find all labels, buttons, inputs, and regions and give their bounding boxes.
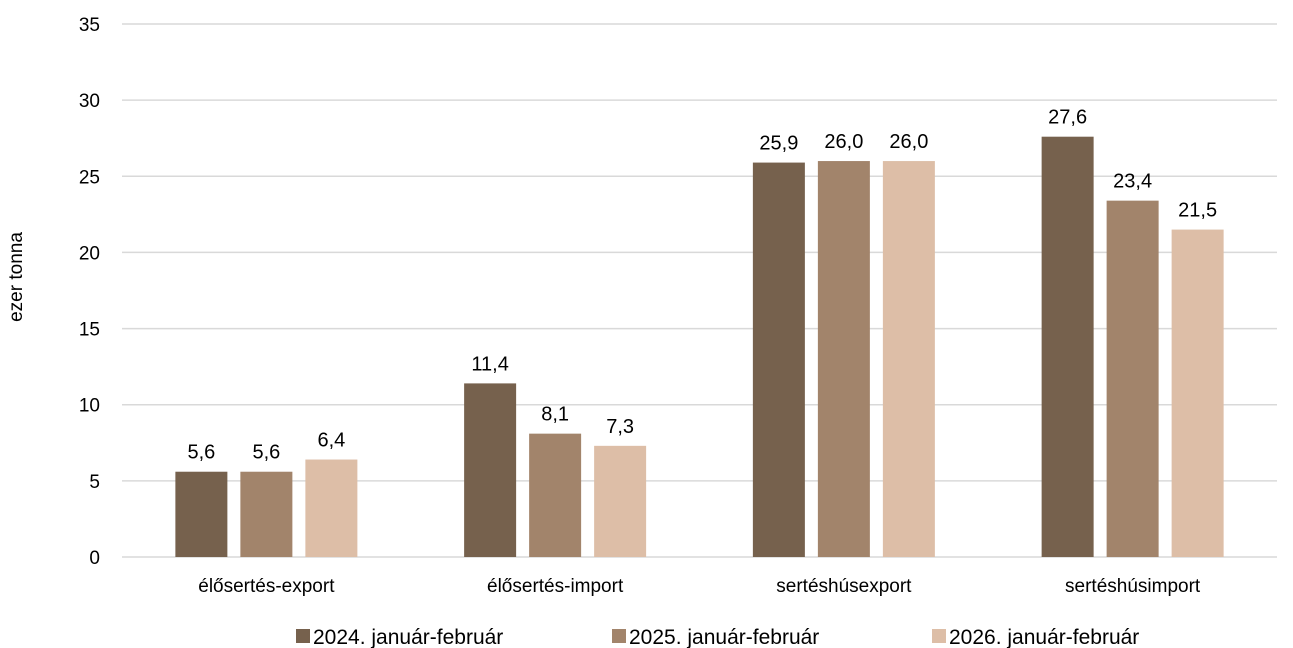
legend-label: 2025. január-február: [629, 626, 819, 648]
legend-swatch: [932, 629, 946, 643]
data-label: 6,4: [317, 430, 345, 452]
bar: [817, 161, 870, 558]
y-tick-label: 10: [79, 396, 100, 417]
data-label: 26,0: [824, 131, 863, 153]
data-label: 27,6: [1048, 107, 1087, 129]
legend-label: 2026. január-február: [949, 626, 1139, 648]
data-label: 7,3: [606, 416, 634, 438]
y-tick-label: 20: [79, 243, 100, 264]
x-category-label: élősertés-import: [487, 576, 624, 597]
y-tick-label: 5: [89, 472, 100, 493]
data-label: 25,9: [759, 133, 798, 155]
data-label: 21,5: [1178, 200, 1217, 222]
bar: [240, 471, 293, 557]
x-category-label: sertéshúsexport: [776, 576, 912, 597]
bar: [882, 161, 935, 558]
bar: [175, 471, 228, 557]
y-tick-label: 35: [79, 15, 100, 36]
y-axis-label: ezer tonna: [6, 232, 27, 322]
x-axis-categories: élősertés-export élősertés-import sertéshú…: [198, 576, 1201, 597]
bars: [175, 136, 1224, 558]
y-tick-label: 25: [79, 167, 100, 188]
data-label: 5,6: [252, 442, 280, 464]
bar: [464, 383, 517, 557]
y-tick-label: 15: [79, 320, 100, 341]
bar: [1041, 136, 1094, 558]
data-label: 26,0: [889, 131, 928, 153]
legend-item: 2026. január-február: [932, 626, 1139, 648]
legend-item: 2024. január-február: [296, 626, 503, 648]
bar: [1106, 200, 1159, 557]
legend: 2024. január-február 2025. január-február…: [296, 626, 1139, 648]
bar: [529, 433, 582, 557]
legend-swatch: [296, 629, 310, 643]
x-category-label: élősertés-export: [198, 576, 335, 597]
bar: [1171, 229, 1224, 558]
y-tick-label: 30: [79, 91, 100, 112]
bar: [752, 162, 805, 557]
legend-swatch: [612, 629, 626, 643]
bar: [594, 445, 647, 557]
legend-label: 2024. január-február: [313, 626, 503, 648]
legend-item: 2025. január-február: [612, 626, 819, 648]
y-axis-ticks: 0 5 10 15 20 25 30 35: [79, 15, 100, 569]
y-tick-label: 0: [89, 548, 100, 569]
x-category-label: sertéshúsimport: [1065, 576, 1201, 597]
gridlines: [122, 23, 1277, 558]
data-labels: 5,6 5,6 6,4 11,4 8,1 7,3 25,9 26,0 26,0 27,6 23,4 2…: [187, 107, 1217, 464]
data-label: 5,6: [187, 442, 215, 464]
data-label: 23,4: [1113, 171, 1152, 193]
bar: [305, 459, 358, 557]
data-label: 11,4: [471, 353, 508, 375]
data-label: 8,1: [541, 404, 569, 426]
